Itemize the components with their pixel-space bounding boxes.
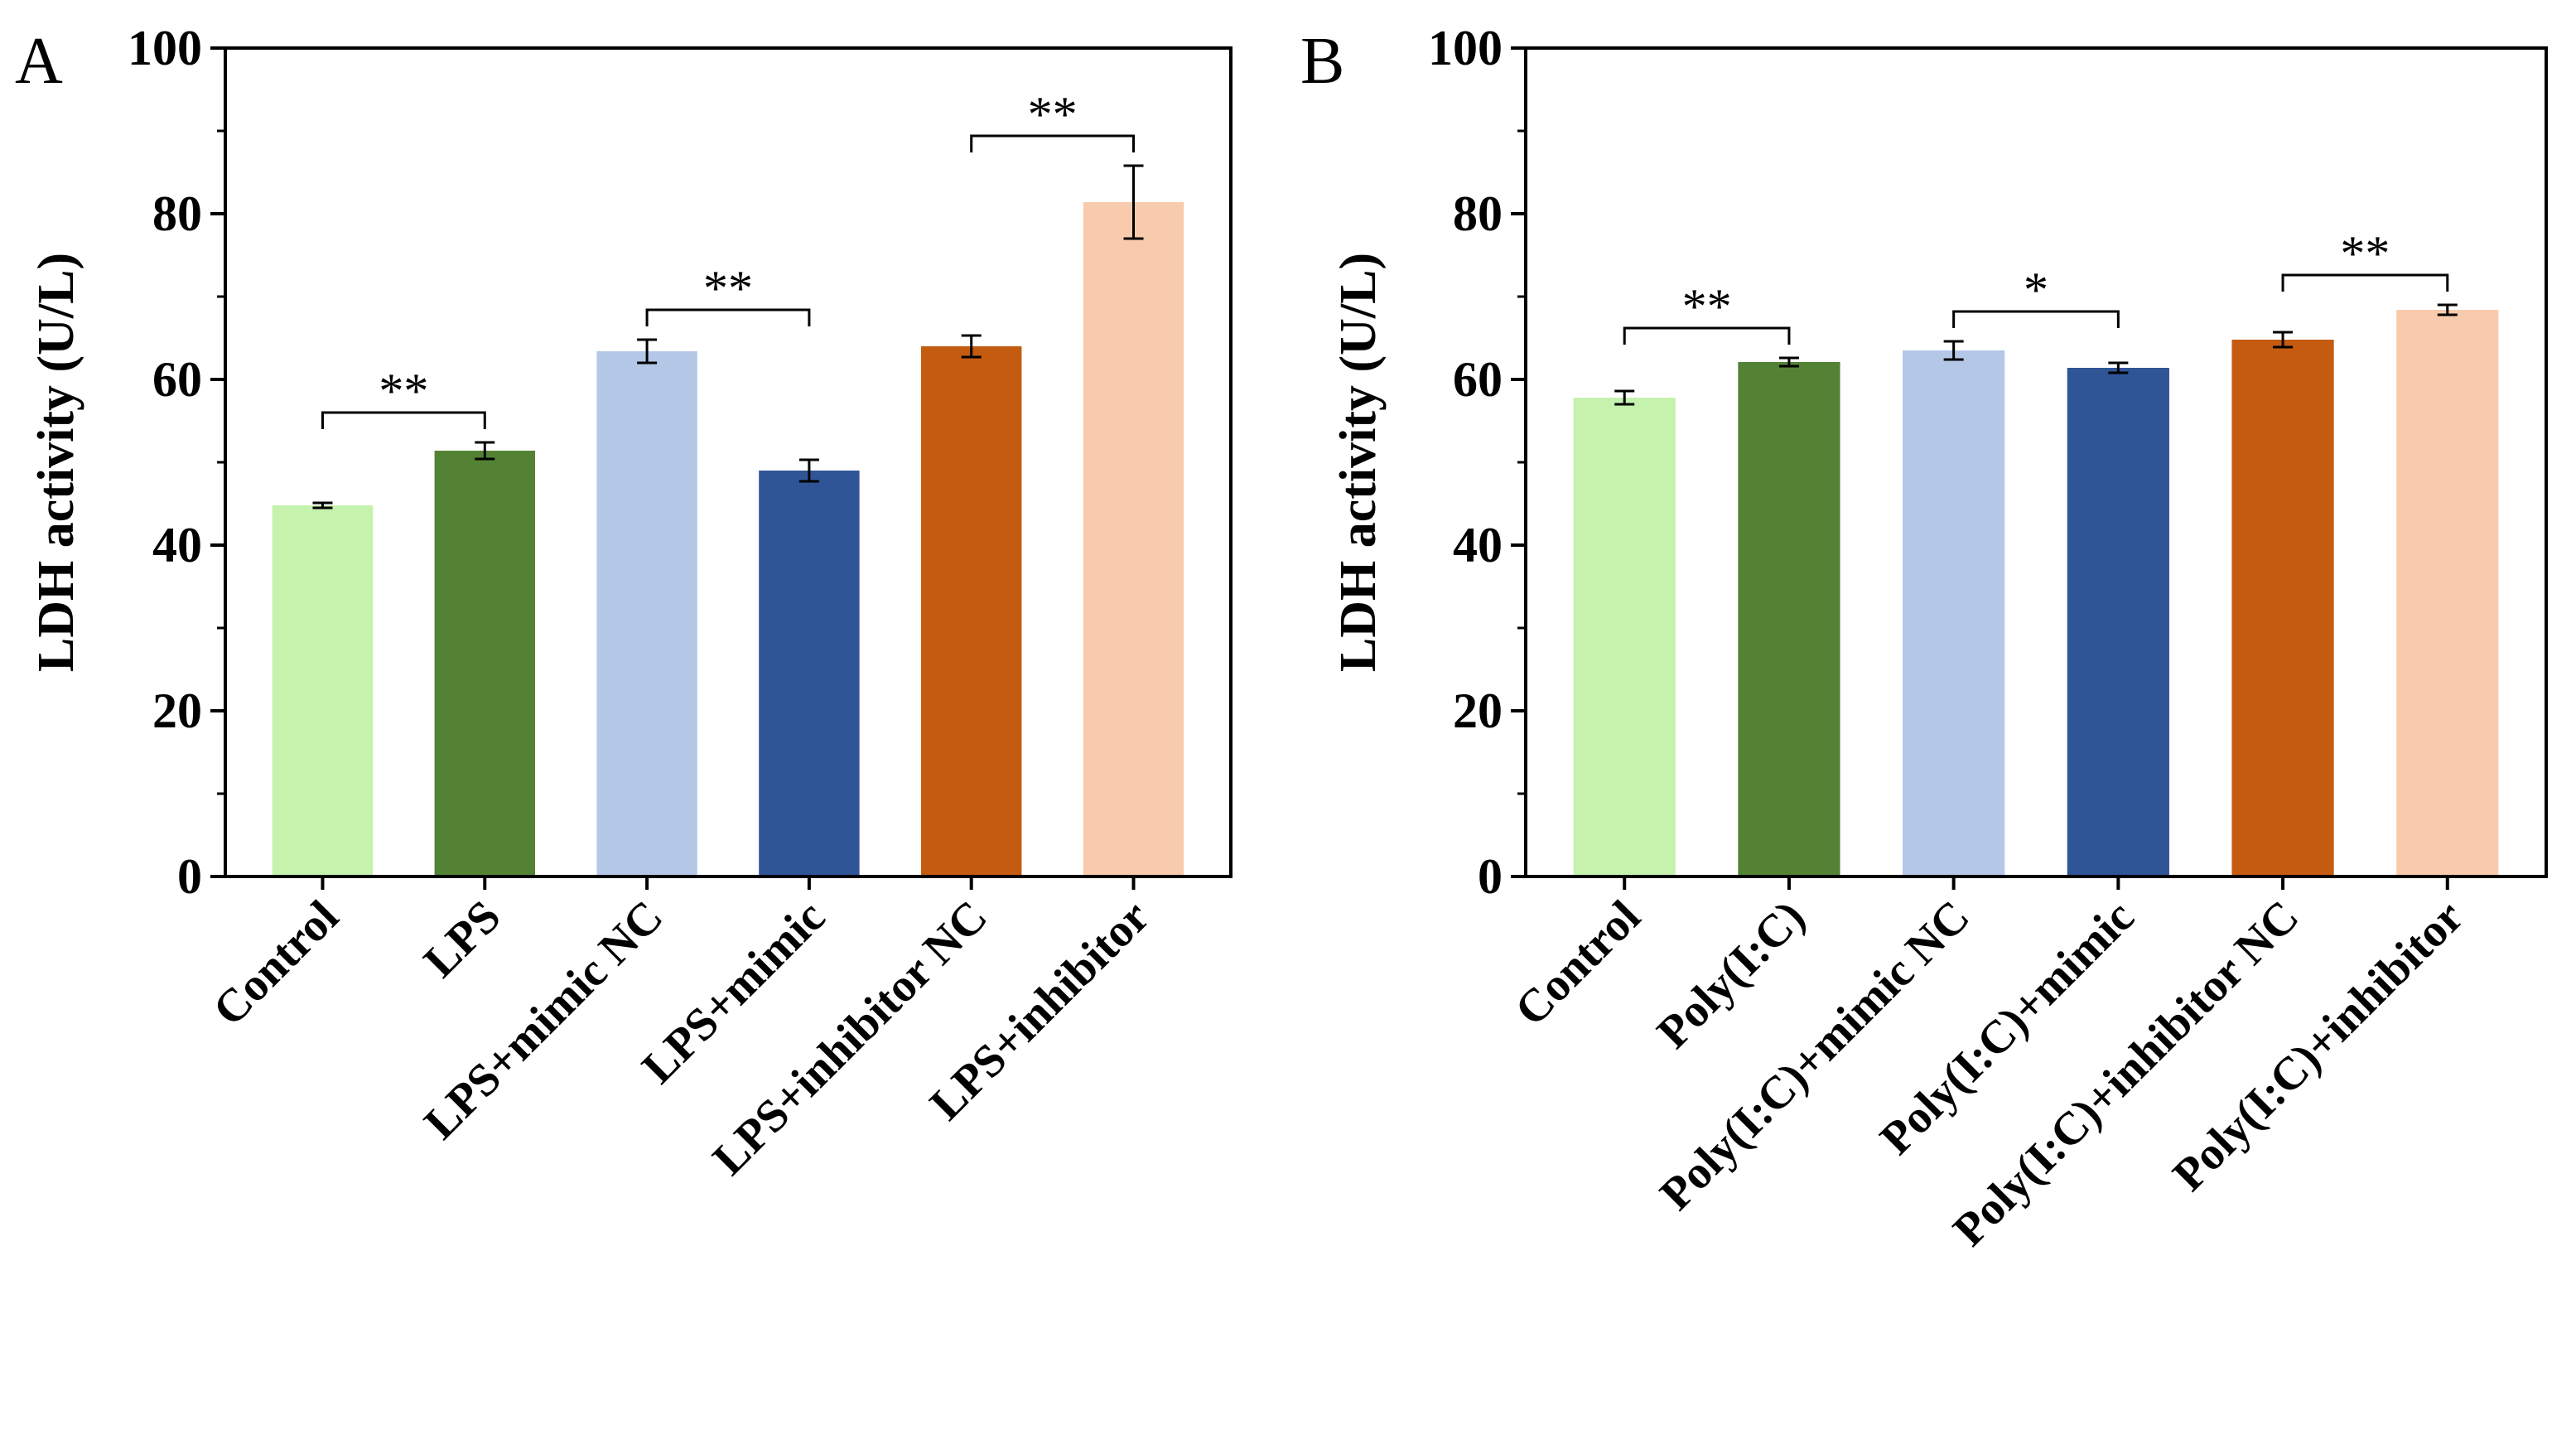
ytick-label: 20 [1453, 683, 1503, 738]
ytick-label: 0 [177, 849, 202, 904]
significance-label: ** [703, 261, 753, 316]
bar-4 [2067, 368, 2169, 877]
significance-label: ** [1028, 87, 1078, 142]
significance-bracket-1: ** [1623, 279, 1791, 345]
ytick-label: 80 [152, 186, 202, 241]
bracket-line [1623, 326, 1791, 345]
error-bar-3 [637, 338, 658, 365]
error-bar-1 [1614, 389, 1635, 406]
bar-6 [1083, 202, 1184, 877]
ytick-label: 20 [152, 683, 202, 738]
significance-label: ** [1682, 279, 1732, 334]
xtick-label: Poly(I:C) [1647, 891, 1815, 1058]
xtick-label: Poly(I:C)+mimic NC [1650, 891, 1979, 1219]
bar-5 [921, 346, 1022, 877]
bar-3 [596, 351, 697, 877]
y-axis-title: LDH activity (U/L) [28, 253, 84, 672]
error-bar-1 [312, 501, 333, 510]
error-bar-6 [1123, 164, 1144, 240]
significance-label: ** [2340, 226, 2390, 281]
xtick-label: Control [1505, 891, 1650, 1036]
bar-4 [759, 471, 860, 877]
error-bar-3 [1943, 340, 1964, 361]
bar-2 [1738, 362, 1840, 877]
bar-2 [434, 451, 535, 877]
error-bar-4 [798, 458, 819, 483]
significance-bracket-3: ** [2281, 226, 2449, 292]
bracket-line [645, 308, 811, 326]
panel-letter: B [1300, 25, 1344, 98]
significance-label: * [2024, 263, 2048, 317]
bracket-line [970, 134, 1136, 152]
significance-bracket-3: ** [970, 87, 1136, 152]
xtick-label: Control [204, 891, 349, 1036]
error-bar-2 [1778, 356, 1799, 368]
xtick-label: LPS+inhibitor NC [703, 891, 997, 1185]
ytick-label: 60 [1453, 352, 1503, 407]
significance-bracket-2: ** [645, 261, 811, 326]
error-bar-5 [2273, 331, 2294, 349]
error-bar-4 [2108, 361, 2129, 374]
bar-1 [272, 505, 374, 877]
bar-5 [2231, 340, 2334, 877]
ytick-label: 40 [1453, 518, 1503, 572]
significance-bracket-2: * [1952, 263, 2120, 328]
xtick-label: LPS [414, 891, 510, 987]
error-bar-2 [475, 441, 495, 461]
ytick-label: 100 [128, 21, 202, 75]
ytick-label: 80 [1453, 186, 1503, 241]
bar-1 [1573, 398, 1676, 877]
bracket-line [2281, 273, 2449, 292]
ytick-label: 60 [152, 352, 202, 407]
ytick-label: 100 [1428, 21, 1503, 75]
bracket-line [321, 411, 486, 429]
bracket-line [1952, 310, 2120, 328]
plot-frame [1524, 46, 2548, 878]
error-bar-5 [961, 334, 982, 359]
bar-6 [2396, 310, 2499, 877]
ytick-label: 40 [152, 518, 202, 572]
significance-label: ** [379, 364, 428, 418]
ytick-label: 0 [1478, 849, 1503, 904]
panel-letter: A [15, 25, 63, 98]
error-bar-6 [2437, 303, 2458, 316]
plot-frame [224, 46, 1233, 878]
y-axis-title: LDH activity (U/L) [1330, 253, 1387, 672]
xtick-label: Poly(I:C)+inhibitor [2164, 891, 2473, 1200]
bar-3 [1903, 350, 2005, 877]
significance-bracket-1: ** [321, 364, 486, 429]
chart-panel-a: A ** ** ** 0 20 40 60 80 100 LDH activity (U/L) Con… [15, 21, 1233, 1185]
